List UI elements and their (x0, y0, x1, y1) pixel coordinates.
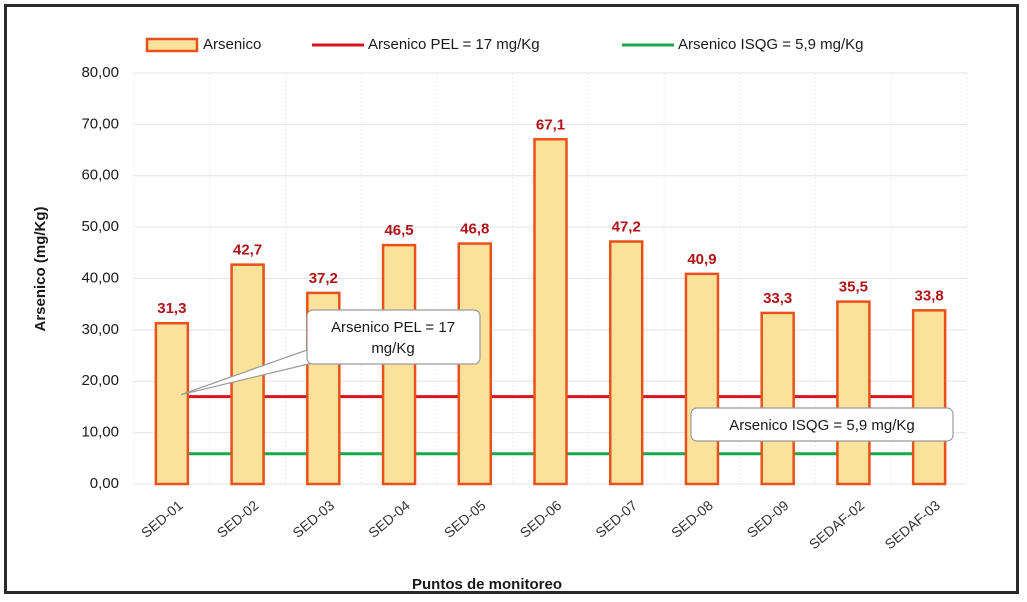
data-label-sedaf-02: 35,5 (839, 279, 868, 296)
x-tick-label: SED-09 (744, 497, 792, 541)
y-tick-label: 20,00 (81, 372, 119, 389)
x-tick-label: SED-07 (592, 497, 640, 541)
bar-sedaf-03 (911, 309, 947, 486)
data-label-sed-07: 47,2 (612, 219, 641, 236)
x-tick-label: SED-02 (214, 497, 262, 541)
x-tick-label: SED-04 (365, 497, 413, 541)
bar-sed-08 (684, 272, 720, 486)
data-label-sed-08: 40,9 (687, 251, 716, 268)
legend: Arsenico Arsenico PEL = 17 mg/Kg Arsenico … (145, 36, 864, 53)
callouts: Arsenico PEL = 17 mg/Kg Arsenico ISQG = 5,… (180, 309, 954, 442)
y-ticks: 0,00 10,00 20,00 30,00 40,00 50,00 60,00 70,00 8… (81, 64, 119, 492)
x-ticks: SED-01 SED-02 SED-03 SED-04 SED-05 SED-06 SED-… (138, 497, 943, 552)
y-tick-label: 60,00 (81, 167, 119, 184)
chart-svg: 31,3 42,7 37,2 46,5 46,8 67,1 47,2 40,9 33,3 35,5… (32, 36, 968, 593)
y-axis-title: Arsenico (mg/Kg) (32, 206, 49, 331)
x-tick-label: SED-08 (668, 497, 716, 541)
pel-callout-box (306, 309, 481, 365)
x-tick-label: SED-03 (289, 497, 337, 541)
bar-sed-06 (533, 138, 568, 486)
legend-label-isqg: Arsenico ISQG = 5,9 mg/Kg (678, 36, 864, 53)
legend-swatch-arsenico (145, 37, 199, 53)
y-tick-label: 80,00 (81, 64, 119, 81)
isqg-callout-text: Arsenico ISQG = 5,9 mg/Kg (729, 417, 915, 434)
legend-label-pel: Arsenico PEL = 17 mg/Kg (368, 36, 540, 53)
data-label-sed-09: 33,3 (763, 290, 792, 307)
y-tick-label: 50,00 (81, 218, 119, 235)
bar-sedaf-02 (836, 300, 871, 486)
data-label-sed-05: 46,8 (460, 221, 489, 238)
y-tick-label: 30,00 (81, 321, 119, 338)
data-label-sed-01: 31,3 (157, 300, 186, 317)
x-tick-label: SED-06 (517, 497, 565, 541)
x-tick-label: SED-01 (138, 497, 186, 541)
y-tick-label: 0,00 (90, 475, 119, 492)
chart-frame: 31,3 42,7 37,2 46,5 46,8 67,1 47,2 40,9 33,3 35,5… (4, 4, 1019, 594)
isqg-callout-box (690, 407, 954, 442)
x-tick-label: SEDAF-03 (882, 497, 944, 552)
x-axis-title: Puntos de monitoreo (412, 576, 562, 593)
data-labels: 31,3 42,7 37,2 46,5 46,8 67,1 47,2 40,9 33,3 35,5… (157, 116, 943, 317)
data-label-sed-06: 67,1 (536, 116, 565, 133)
data-label-sed-03: 37,2 (309, 270, 338, 287)
data-label-sedaf-03: 33,8 (915, 287, 944, 304)
y-tick-label: 70,00 (81, 115, 119, 132)
legend-label-arsenico: Arsenico (203, 36, 261, 53)
y-tick-label: 10,00 (81, 424, 119, 441)
pel-callout-line-1: Arsenico PEL = 17 (331, 319, 455, 336)
x-tick-label: SEDAF-02 (806, 497, 868, 552)
bar-sed-09 (760, 311, 795, 486)
x-tick-label: SED-05 (441, 497, 489, 541)
data-label-sed-04: 46,5 (384, 222, 413, 239)
pel-callout-line-2: mg/Kg (371, 340, 414, 357)
bar-sed-01 (154, 321, 190, 486)
data-label-sed-02: 42,7 (233, 242, 262, 259)
y-tick-label: 40,00 (81, 269, 119, 286)
bar-sed-07 (608, 240, 644, 486)
